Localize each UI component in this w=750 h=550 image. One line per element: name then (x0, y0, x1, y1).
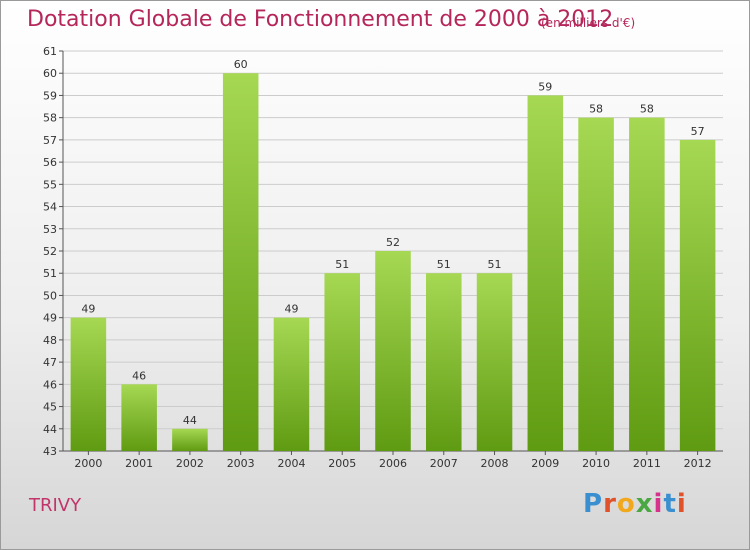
x-tick-label: 2011 (633, 457, 661, 470)
x-tick-label: 2002 (176, 457, 204, 470)
y-tick-label: 52 (43, 245, 57, 258)
unit-label: (en milliers d'€) (541, 16, 636, 30)
bar (121, 384, 157, 451)
y-tick-label: 53 (43, 223, 57, 236)
logo-letter: x (635, 489, 654, 519)
bar (273, 317, 310, 451)
bar-value-label: 60 (234, 58, 248, 71)
x-tick-label: 2008 (481, 457, 509, 470)
bar-value-label: 51 (437, 258, 451, 271)
logo-letter: i (676, 489, 687, 519)
y-tick-label: 46 (43, 378, 57, 391)
y-tick-label: 59 (43, 89, 57, 102)
bar (476, 273, 513, 451)
y-tick-label: 47 (43, 356, 57, 369)
bar (578, 117, 614, 452)
y-tick-label: 48 (43, 334, 57, 347)
logo-letter: P (583, 489, 604, 519)
logo-letter: o (616, 489, 636, 519)
logo-letter: r (603, 489, 617, 519)
y-tick-label: 58 (43, 112, 57, 125)
commune-name: TRIVY (29, 495, 82, 516)
bar (70, 317, 107, 451)
logo-letter: i (653, 489, 664, 519)
bar-value-label: 59 (538, 80, 552, 93)
bar-value-label: 57 (691, 125, 705, 138)
bar-value-label: 49 (81, 303, 95, 316)
x-tick-label: 2012 (684, 457, 712, 470)
bar (222, 73, 259, 451)
bar-layer: 49 46 44 60 49 51 52 51 51 59 58 58 57 (70, 58, 716, 452)
y-tick-label: 51 (43, 267, 57, 280)
y-tick-label: 60 (43, 67, 57, 80)
x-tick-label: 2010 (582, 457, 610, 470)
x-tick-label: 2006 (379, 457, 407, 470)
y-tick-label: 44 (43, 423, 57, 436)
bar-value-label: 51 (335, 258, 349, 271)
x-tick-label: 2007 (430, 457, 458, 470)
bar-value-label: 44 (183, 414, 197, 427)
bar-value-label: 58 (640, 103, 654, 116)
bar-value-label: 58 (589, 103, 603, 116)
y-tick-label: 56 (43, 156, 57, 169)
bar (426, 273, 462, 451)
logo-letter: t (663, 489, 677, 519)
x-tick-label: 2005 (328, 457, 356, 470)
y-tick-label: 50 (43, 289, 57, 302)
y-tick-label: 57 (43, 134, 57, 147)
bar-value-label: 49 (284, 303, 298, 316)
bar (679, 139, 716, 451)
bar (375, 251, 411, 451)
bar (172, 428, 208, 451)
y-tick-label: 55 (43, 178, 57, 191)
chart-title: Dotation Globale de Fonctionnement de 20… (27, 7, 614, 32)
axis-layer: 43 44 45 46 47 48 49 50 51 52 53 54 55 56 57 58 59 60 61 20… (43, 45, 723, 470)
bar (629, 117, 665, 452)
bar (324, 273, 360, 451)
y-tick-label: 43 (43, 445, 57, 458)
bar-value-label: 46 (132, 369, 146, 382)
bar-value-label: 52 (386, 236, 400, 249)
bar (527, 95, 564, 451)
proxiti-logo: Proxiti (583, 489, 687, 519)
x-tick-label: 2009 (531, 457, 559, 470)
y-tick-label: 54 (43, 201, 57, 214)
bar-value-label: 51 (488, 258, 502, 271)
x-tick-label: 2003 (227, 457, 255, 470)
y-tick-label: 49 (43, 312, 57, 325)
x-tick-label: 2004 (277, 457, 305, 470)
x-tick-label: 2001 (125, 457, 153, 470)
x-tick-label: 2000 (74, 457, 102, 470)
y-tick-label: 61 (43, 45, 57, 58)
y-tick-label: 45 (43, 401, 57, 414)
